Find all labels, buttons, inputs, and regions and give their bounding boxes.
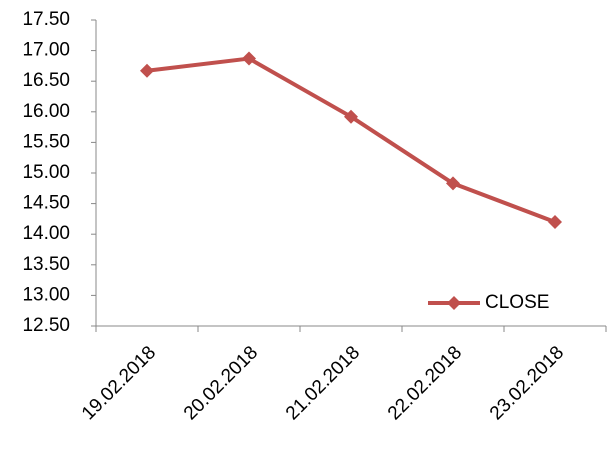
y-tick-label: 17.00 bbox=[22, 40, 70, 61]
y-tick-label: 14.00 bbox=[22, 223, 70, 244]
x-tick-label: 19.02.2018 bbox=[78, 342, 160, 424]
y-tick-label: 13.00 bbox=[22, 284, 70, 305]
x-tick-label: 20.02.2018 bbox=[180, 342, 262, 424]
x-tick-label: 23.02.2018 bbox=[486, 342, 568, 424]
point bbox=[548, 214, 562, 229]
y-tick-label: 17.50 bbox=[22, 9, 70, 30]
point bbox=[242, 51, 256, 66]
y-tick-label: 13.50 bbox=[22, 254, 70, 275]
legend-label: CLOSE bbox=[485, 292, 549, 313]
y-tick-label: 15.50 bbox=[22, 131, 70, 152]
legend-marker bbox=[447, 296, 461, 310]
y-tick-label: 16.50 bbox=[22, 70, 70, 91]
point bbox=[344, 109, 358, 124]
y-tick-label: 15.00 bbox=[22, 162, 70, 183]
point bbox=[446, 176, 460, 191]
x-tick-label: 21.02.2018 bbox=[282, 342, 364, 424]
y-tick-label: 14.50 bbox=[22, 193, 70, 214]
series-line bbox=[146, 56, 556, 224]
x-tick-label: 22.02.2018 bbox=[384, 342, 466, 424]
point bbox=[140, 63, 154, 78]
y-tick-label: 12.50 bbox=[22, 315, 70, 336]
y-tick-label: 16.00 bbox=[22, 101, 70, 122]
